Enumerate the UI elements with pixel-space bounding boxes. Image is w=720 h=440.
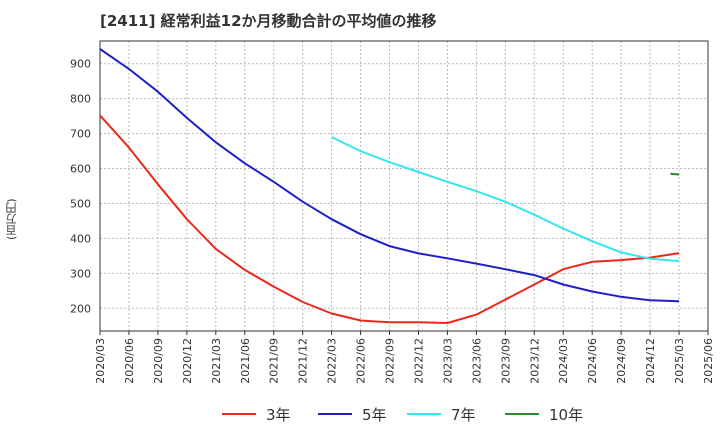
legend-item: 7年	[407, 402, 476, 426]
x-tick-label: 2021/03	[210, 338, 223, 384]
chart-title: [2411] 経常利益12か月移動合計の平均値の推移	[100, 12, 437, 30]
x-tick-label: 2020/09	[152, 338, 165, 384]
plot-frame	[99, 40, 709, 332]
grid-lines	[100, 41, 708, 331]
x-tick-label: 2024/12	[644, 338, 657, 384]
y-tick-label: 500	[70, 197, 91, 210]
series-line-10年	[670, 172, 680, 176]
legend-label: 5年	[362, 405, 387, 424]
series-line-3年	[99, 114, 680, 324]
x-tick-label: 2020/06	[123, 338, 136, 384]
x-tick-label: 2020/03	[94, 338, 107, 384]
x-tick-label: 2024/03	[557, 338, 570, 384]
y-tick-label: 200	[70, 302, 91, 315]
x-tick-label: 2025/06	[702, 338, 715, 384]
y-tick-label: 300	[70, 267, 91, 280]
x-tick-label: 2023/09	[499, 338, 512, 384]
series-lines	[99, 48, 680, 324]
x-tick-label: 2020/12	[181, 338, 194, 384]
chart-legend: 3年 5年 7年 10年	[0, 402, 720, 426]
x-tick-label: 2021/12	[297, 338, 310, 384]
legend-label: 7年	[451, 405, 476, 424]
legend-item: 5年	[318, 402, 387, 426]
y-tick-label: 700	[70, 128, 91, 141]
x-tick-label: 2025/03	[673, 338, 686, 384]
axes	[99, 40, 709, 335]
x-tick-label: 2023/03	[441, 338, 454, 384]
x-tick-label: 2023/06	[470, 338, 483, 384]
series-line-7年	[331, 136, 680, 263]
y-tick-label: 900	[70, 58, 91, 71]
legend-label: 10年	[549, 405, 584, 424]
y-tick-label: 800	[70, 93, 91, 106]
tick-labels: 200 300 400 500 600 700 800 900 2020/03 2020/06 20…	[70, 58, 715, 384]
legend-swatch	[318, 413, 352, 415]
x-tick-label: 2022/12	[412, 338, 425, 384]
x-tick-label: 2023/12	[528, 338, 541, 384]
y-tick-label: 400	[70, 232, 91, 245]
legend-item: 3年	[222, 402, 291, 426]
series-line-5年	[99, 48, 680, 303]
x-tick-label: 2021/09	[268, 338, 281, 384]
legend-swatch	[505, 413, 539, 415]
legend-item: 10年	[505, 402, 583, 426]
x-tick-label: 2024/06	[586, 338, 599, 384]
legend-swatch	[407, 413, 441, 415]
y-tick-label: 600	[70, 163, 91, 176]
x-tick-label: 2022/03	[326, 338, 339, 384]
legend-swatch	[222, 413, 256, 415]
x-tick-label: 2022/09	[384, 338, 397, 384]
x-tick-label: 2022/06	[355, 338, 368, 384]
x-tick-label: 2021/06	[239, 338, 252, 384]
x-tick-label: 2024/09	[615, 338, 628, 384]
legend-label: 3年	[266, 405, 291, 424]
